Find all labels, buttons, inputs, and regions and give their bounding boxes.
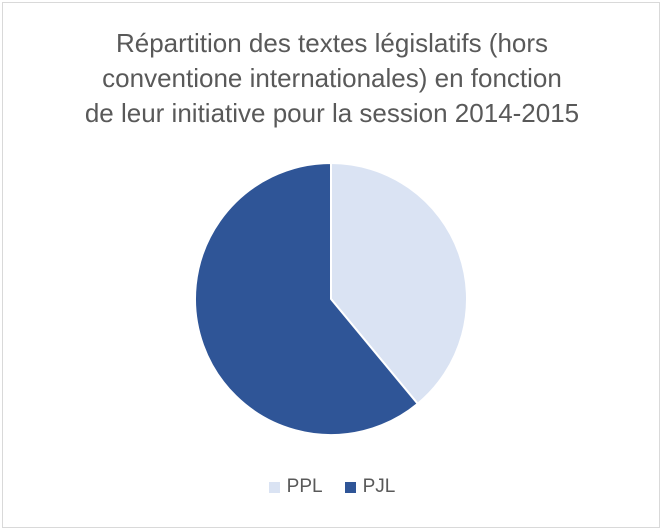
legend: PPL PJL: [0, 476, 664, 498]
legend-label-pjl: PJL: [362, 476, 396, 497]
legend-swatch-ppl: [268, 481, 280, 493]
chart-title: Répartition des textes législatifs (hors…: [0, 26, 664, 131]
pie-slice-ppl: [330, 162, 468, 405]
legend-item-ppl: PPL: [268, 476, 323, 498]
legend-swatch-pjl: [344, 481, 356, 493]
legend-item-pjl: PJL: [344, 476, 396, 498]
chart-title-line-2: conventione internationales) en fonction: [102, 63, 562, 93]
pie-slice-pjl: [194, 162, 419, 436]
legend-label-ppl: PPL: [286, 476, 323, 497]
chart-title-line-3: de leur initiative pour la session 2014-…: [84, 98, 580, 128]
chart-title-line-1: Répartition des textes législatifs (hors: [115, 28, 549, 58]
